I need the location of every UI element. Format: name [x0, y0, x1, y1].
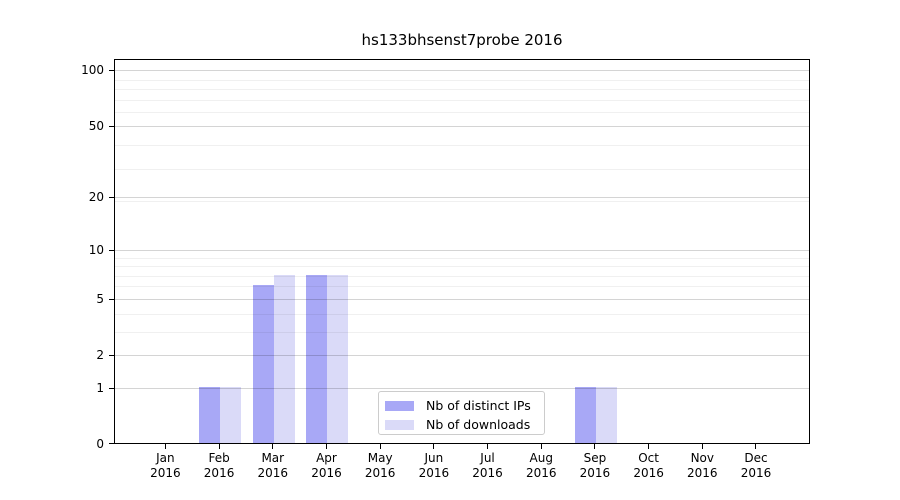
- gridline-major: [115, 70, 809, 72]
- bar-nb-of-downloads-feb: [220, 386, 242, 443]
- x-tick-mark: [433, 444, 435, 449]
- gridline-minor: [115, 275, 809, 277]
- x-tick-label-may: May 2016: [364, 451, 396, 480]
- y-tick-label: 5: [96, 291, 104, 306]
- x-tick-mark: [755, 444, 757, 449]
- x-tick-mark: [701, 444, 703, 449]
- legend-label-downloads: Nb of downloads: [426, 417, 531, 432]
- x-tick-label-aug: Aug 2016: [525, 451, 557, 480]
- x-tick-mark: [164, 444, 166, 449]
- y-tick-mark: [109, 197, 114, 199]
- y-tick-mark: [109, 387, 114, 389]
- x-tick-mark: [648, 444, 650, 449]
- bar-nb-of-distinct-ips-feb: [199, 386, 221, 443]
- gridline-major: [115, 355, 809, 357]
- legend-entry-downloads: Nb of downloads: [385, 415, 544, 434]
- gridline-minor: [115, 99, 809, 101]
- y-tick-label: 2: [96, 348, 104, 363]
- bar-nb-of-distinct-ips-apr: [306, 274, 328, 443]
- plot-area: [114, 59, 810, 444]
- x-tick-mark: [540, 444, 542, 449]
- x-tick-label-jan: Jan 2016: [150, 451, 181, 480]
- y-tick-mark: [109, 70, 114, 72]
- y-tick-label: 100: [81, 63, 104, 78]
- bar-nb-of-downloads-mar: [273, 274, 295, 443]
- gridline-minor: [115, 313, 809, 315]
- gridline-minor: [115, 201, 809, 203]
- gridline-major: [115, 387, 809, 389]
- gridline-minor: [115, 331, 809, 333]
- x-tick-label-jul: Jul 2016: [472, 451, 503, 480]
- x-tick-mark: [218, 444, 220, 449]
- bar-nb-of-downloads-sep: [595, 386, 617, 443]
- x-tick-mark: [594, 444, 596, 449]
- gridline-minor: [115, 266, 809, 268]
- legend-swatch-downloads: [385, 419, 414, 430]
- x-tick-label-mar: Mar 2016: [257, 451, 289, 480]
- y-tick-mark: [109, 298, 114, 300]
- bar-nb-of-downloads-apr: [327, 274, 349, 443]
- legend-entry-distinct-ips: Nb of distinct IPs: [385, 396, 544, 415]
- x-tick-label-jun: Jun 2016: [418, 451, 450, 480]
- y-tick-mark: [109, 355, 114, 357]
- x-tick-label-feb: Feb 2016: [203, 451, 235, 480]
- gridline-major: [115, 197, 809, 199]
- y-tick-label: 50: [88, 118, 104, 133]
- bar-nb-of-distinct-ips-sep: [574, 386, 596, 443]
- x-tick-label-apr: Apr 2016: [311, 451, 342, 480]
- y-tick-mark: [109, 249, 114, 251]
- y-tick-mark: [109, 125, 114, 127]
- legend: Nb of distinct IPs Nb of downloads: [378, 391, 545, 435]
- gridline-minor: [115, 257, 809, 259]
- y-tick-label: 0: [96, 437, 104, 451]
- gridline-major: [115, 249, 809, 251]
- y-tick-label: 20: [88, 190, 104, 205]
- x-tick-label-dec: Dec 2016: [740, 451, 772, 480]
- gridline-major: [115, 298, 809, 300]
- x-tick-mark: [325, 444, 327, 449]
- y-tick-label: 10: [88, 242, 104, 257]
- x-tick-label-sep: Sep 2016: [579, 451, 611, 480]
- y-tick-mark: [109, 443, 114, 444]
- x-tick-mark: [272, 444, 274, 449]
- gridline-minor: [115, 145, 809, 147]
- bar-nb-of-distinct-ips-mar: [252, 285, 274, 443]
- x-tick-label-nov: Nov 2016: [687, 451, 718, 480]
- x-tick-label-oct: Oct 2016: [633, 451, 664, 480]
- x-tick-mark: [379, 444, 381, 449]
- x-tick-mark: [487, 444, 489, 449]
- legend-label-distinct-ips: Nb of distinct IPs: [426, 398, 531, 413]
- gridline-minor: [115, 79, 809, 81]
- chart-title: hs133bhsenst7probe 2016: [361, 31, 563, 49]
- legend-swatch-distinct-ips: [385, 400, 414, 411]
- gridline-minor: [115, 112, 809, 114]
- gridline-minor: [115, 286, 809, 288]
- gridline-major: [115, 125, 809, 127]
- y-tick-label: 1: [96, 380, 104, 395]
- gridline-minor: [115, 89, 809, 91]
- gridline-minor: [115, 168, 809, 170]
